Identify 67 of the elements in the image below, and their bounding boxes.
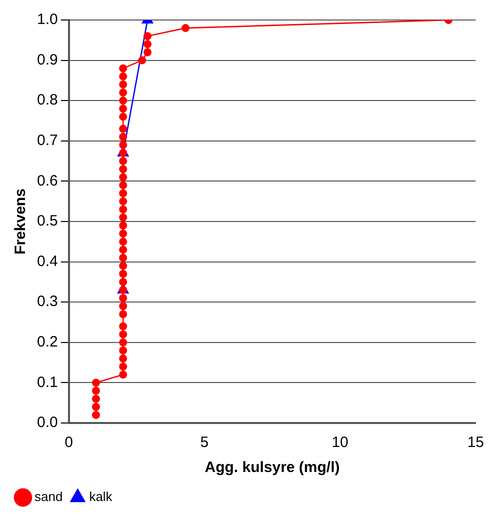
- x-tick-label: 10: [332, 434, 348, 452]
- point: [144, 32, 152, 40]
- point: [119, 132, 128, 141]
- point: [119, 338, 128, 346]
- x-tick-label: 5: [200, 434, 209, 452]
- point: [119, 64, 128, 72]
- point: [119, 238, 128, 246]
- point: [92, 378, 100, 387]
- point: [119, 197, 128, 206]
- point: [119, 222, 128, 230]
- point: [119, 262, 128, 270]
- point: [119, 286, 128, 294]
- y-axis-title: Frekvens: [12, 188, 30, 254]
- point: [119, 72, 128, 80]
- point: [119, 322, 128, 330]
- point: [119, 294, 128, 302]
- y-tick-label: 0.5: [36, 212, 58, 230]
- y-tick-label: 0.3: [36, 293, 58, 310]
- point: [119, 157, 128, 166]
- point: [119, 148, 128, 157]
- point: [92, 386, 100, 395]
- point: [119, 112, 128, 121]
- point: [119, 302, 128, 310]
- y-tick-label: 0.2: [36, 334, 58, 351]
- point: [119, 189, 128, 198]
- point: [119, 370, 128, 379]
- point: [119, 205, 128, 214]
- point: [144, 48, 152, 56]
- point: [119, 173, 128, 182]
- x-axis-title: Agg. kulsyre (mg/l): [204, 459, 340, 476]
- legend-label: sand: [34, 489, 63, 504]
- point: [119, 165, 128, 174]
- y-tick-label: 0.0: [36, 414, 58, 432]
- legend-label: kalk: [89, 489, 113, 504]
- point: [144, 40, 152, 48]
- y-tick-label: 0.4: [36, 252, 58, 270]
- point: [119, 310, 128, 318]
- point: [119, 346, 128, 354]
- point: [119, 96, 128, 105]
- y-tick-label: 0.9: [36, 51, 58, 68]
- point: [119, 354, 128, 363]
- y-tick-label: 0.1: [36, 374, 58, 391]
- point: [119, 80, 128, 88]
- y-tick-label: 0.8: [36, 92, 58, 109]
- y-tick-label: 0.6: [36, 172, 58, 190]
- point: [119, 213, 128, 222]
- point: [92, 402, 100, 411]
- point: [119, 88, 128, 97]
- y-tick-label: 1.0: [36, 11, 58, 28]
- point: [119, 104, 128, 113]
- point: [119, 140, 128, 149]
- point: [119, 124, 128, 133]
- point: [119, 330, 128, 338]
- point: [119, 362, 128, 371]
- point: [119, 181, 128, 190]
- point: [92, 410, 100, 419]
- point: [181, 24, 190, 32]
- point: [119, 254, 128, 262]
- point: [119, 270, 128, 278]
- y-tick-label: 0.7: [36, 132, 58, 150]
- point: [138, 56, 146, 64]
- x-tick-label: 0: [64, 434, 74, 452]
- point: [119, 278, 128, 286]
- point: [119, 230, 128, 238]
- point: [92, 394, 100, 403]
- point: [119, 246, 128, 254]
- x-tick-label: 15: [467, 434, 484, 452]
